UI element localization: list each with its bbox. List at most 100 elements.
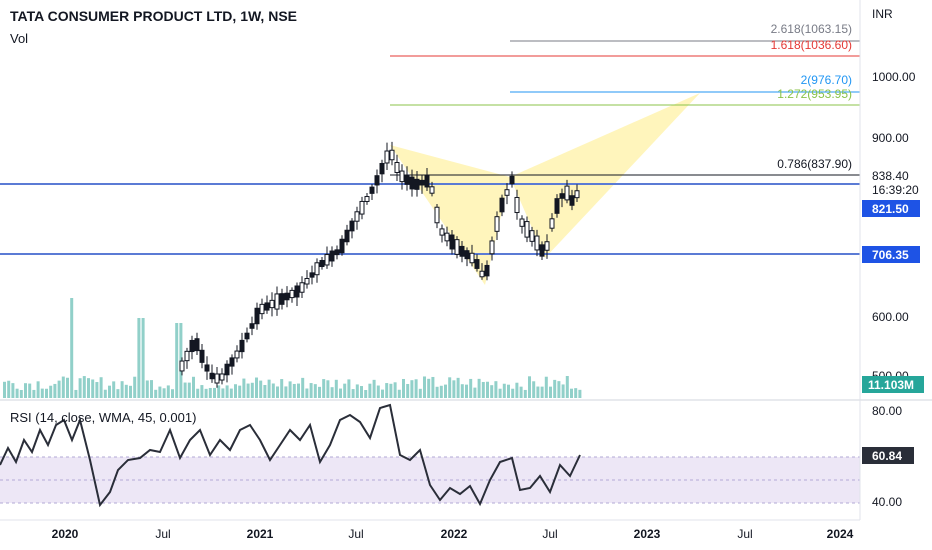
candle-body[interactable] [424, 174, 430, 188]
candle-body[interactable] [559, 193, 565, 199]
candle-body[interactable] [249, 323, 255, 329]
candle-body[interactable] [279, 293, 285, 305]
candle-body[interactable] [199, 349, 205, 363]
candle-body[interactable] [469, 252, 475, 264]
rsi-value: 60.84 [872, 449, 902, 463]
candle-body[interactable] [214, 373, 220, 384]
time-label-jul-2022: Jul [542, 527, 557, 541]
candle-body[interactable] [574, 190, 580, 199]
candle-body[interactable] [259, 303, 265, 315]
volume-bar [301, 377, 305, 398]
candle-body[interactable] [509, 175, 515, 185]
candle-body[interactable] [204, 364, 210, 372]
candle-body[interactable] [234, 350, 240, 359]
candle-body[interactable] [519, 218, 525, 227]
candle-body[interactable] [464, 250, 470, 260]
candle-body[interactable] [399, 170, 405, 183]
volume-indicator-label[interactable]: Vol [10, 31, 29, 46]
candle-body[interactable] [389, 149, 395, 161]
candle-body[interactable] [484, 264, 490, 277]
candlesticks[interactable] [179, 141, 580, 388]
candle-body[interactable] [184, 350, 190, 362]
candle-body[interactable] [544, 241, 550, 251]
candle-body[interactable] [314, 262, 320, 276]
candle-body[interactable] [229, 357, 235, 367]
candle-body[interactable] [364, 196, 370, 202]
candle-body[interactable] [404, 174, 410, 185]
candle-body[interactable] [409, 176, 415, 190]
candle-body[interactable] [244, 332, 250, 340]
candle-body[interactable] [309, 272, 315, 278]
candle-body[interactable] [339, 238, 345, 254]
candle-body[interactable] [444, 232, 450, 242]
volume-bar [53, 383, 57, 398]
volume-bar [473, 387, 477, 398]
candle-body[interactable] [554, 198, 560, 214]
candle-body[interactable] [354, 211, 360, 222]
candle-body[interactable] [524, 221, 530, 238]
fib-label-1618: 1.618(1036.60) [771, 38, 852, 52]
symbol-title[interactable]: TATA CONSUMER PRODUCT LTD, 1W, NSE [10, 8, 297, 24]
candle-body[interactable] [294, 285, 300, 298]
candle-body[interactable] [194, 338, 200, 352]
candle-body[interactable] [284, 292, 290, 301]
time-label-jul-2020: Jul [155, 527, 170, 541]
candle-body[interactable] [359, 200, 365, 215]
volume-bar [45, 388, 48, 398]
candle-body[interactable] [454, 239, 460, 255]
candle-body[interactable] [384, 150, 390, 164]
candle-body[interactable] [374, 175, 380, 186]
candle-body[interactable] [324, 254, 330, 266]
candle-body[interactable] [504, 189, 510, 196]
candle-body[interactable] [419, 179, 425, 186]
candle-body[interactable] [289, 289, 295, 299]
candle-body[interactable] [539, 244, 545, 257]
candle-body[interactable] [549, 218, 555, 229]
candle-body[interactable] [394, 162, 400, 173]
volume-bar [204, 388, 208, 398]
candle-body[interactable] [209, 372, 215, 380]
candle-body[interactable] [514, 196, 520, 214]
candle-body[interactable] [264, 302, 270, 311]
candle-body[interactable] [329, 250, 335, 262]
candle-body[interactable] [349, 220, 355, 232]
volume-value: 11.103M [868, 378, 914, 392]
candle-body[interactable] [189, 339, 195, 353]
candle-body[interactable] [449, 234, 455, 250]
candle-body[interactable] [564, 185, 570, 201]
candle-body[interactable] [489, 240, 495, 255]
candle-body[interactable] [499, 197, 505, 213]
candle-body[interactable] [479, 270, 485, 278]
rsi-line[interactable] [0, 403, 581, 508]
candle-body[interactable] [224, 363, 230, 376]
candle-body[interactable] [534, 235, 540, 251]
fib-label-2618: 2.618(1063.15) [771, 22, 852, 36]
candle-body[interactable] [179, 360, 185, 372]
candle-body[interactable] [274, 293, 280, 310]
candle-body[interactable] [269, 299, 275, 309]
candle-body[interactable] [434, 206, 440, 224]
rsi-tick-40: 40.00 [872, 495, 902, 509]
candle-body[interactable] [414, 178, 420, 190]
candle-body[interactable] [379, 162, 385, 175]
candle-body[interactable] [299, 282, 305, 293]
candle-body[interactable] [344, 229, 350, 243]
candle-body[interactable] [219, 373, 225, 381]
candle-body[interactable] [459, 245, 465, 257]
rsi-indicator-label[interactable]: RSI (14, close, WMA, 45, 0.001) [10, 410, 197, 425]
candle-body[interactable] [239, 339, 245, 353]
candle-body[interactable] [369, 186, 375, 194]
candle-body[interactable] [334, 249, 340, 256]
candle-body[interactable] [529, 230, 535, 242]
candle-body[interactable] [304, 277, 310, 285]
candle-body[interactable] [494, 216, 500, 232]
candle-body[interactable] [319, 259, 325, 268]
candle-body[interactable] [439, 228, 445, 236]
volume-bar [213, 387, 216, 398]
candle-body[interactable] [569, 195, 575, 206]
candle-body[interactable] [429, 186, 435, 194]
candle-body[interactable] [254, 307, 260, 325]
volume-bar [57, 380, 61, 398]
candle-body[interactable] [474, 259, 480, 269]
